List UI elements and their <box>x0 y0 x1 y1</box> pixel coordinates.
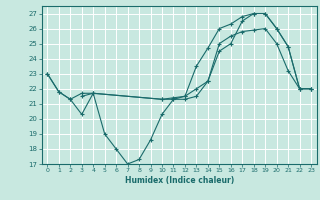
X-axis label: Humidex (Indice chaleur): Humidex (Indice chaleur) <box>124 176 234 185</box>
